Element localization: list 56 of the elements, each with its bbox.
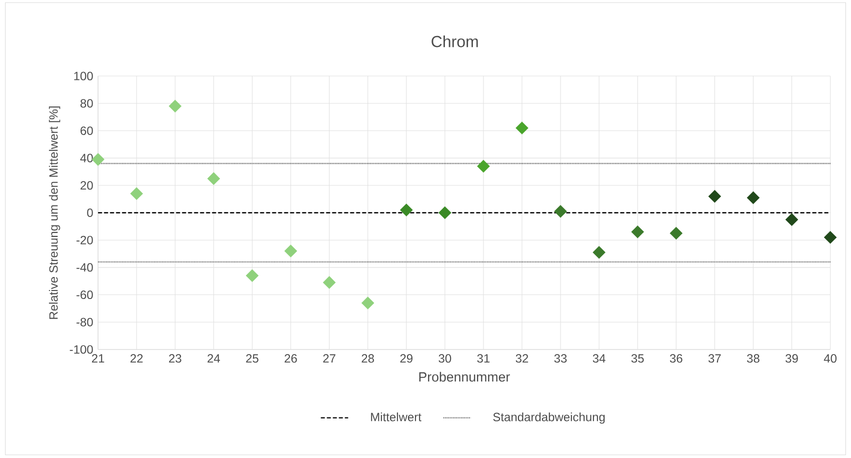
x-tick-label: 32 [516, 354, 528, 363]
point [246, 270, 259, 282]
y-tick-label: 80 [80, 99, 93, 108]
x-tick-label: 25 [246, 354, 258, 363]
x-tick-label: 29 [400, 354, 412, 363]
x-tick-label: 37 [708, 354, 721, 363]
y-tick-label: 0 [87, 208, 93, 218]
y-tick-label: 100 [74, 72, 93, 81]
x-tick-label: 28 [362, 354, 374, 363]
y-tick-label: -100 [70, 345, 93, 354]
point [284, 244, 298, 258]
x-tick-label: 40 [824, 354, 837, 363]
x-tick-label: 30 [438, 354, 452, 363]
point [322, 276, 336, 290]
y-tick-label: 20 [80, 181, 93, 190]
point [130, 188, 143, 200]
y-tick-label: 60 [80, 126, 93, 136]
x-tick-label: 26 [284, 354, 297, 363]
legend-label: Standardabweichung [493, 412, 605, 424]
point [592, 246, 606, 259]
y-tick-label: 40 [80, 154, 93, 163]
x-tick-label: 39 [786, 354, 798, 363]
x-tick-label: 21 [92, 354, 104, 363]
y-tick-label: -40 [76, 263, 93, 272]
x-axis-title: Probennummer [419, 372, 510, 382]
point [785, 214, 798, 226]
x-tick-label: 33 [554, 354, 567, 363]
x-tick-label: 23 [169, 354, 182, 363]
y-tick-label: -20 [76, 236, 93, 245]
y-tick-label: -60 [76, 290, 93, 300]
point [207, 172, 220, 186]
x-tick-label: 34 [592, 354, 606, 363]
point [362, 296, 374, 310]
point [400, 204, 413, 217]
point [168, 100, 182, 113]
x-tick-label: 36 [670, 354, 682, 363]
point [631, 226, 644, 238]
x-tick-label: 24 [208, 354, 220, 363]
legend-label: Mittelwert [371, 412, 422, 422]
point [746, 192, 760, 204]
point [516, 122, 528, 135]
x-tick-label: 31 [477, 354, 490, 363]
x-tick-label: 22 [130, 354, 143, 363]
y-tick-label: -80 [76, 318, 93, 327]
point [554, 205, 567, 218]
point [670, 227, 682, 240]
point [708, 190, 722, 203]
x-tick-label: 35 [631, 354, 644, 363]
x-tick-label: 27 [323, 354, 336, 363]
point [477, 160, 490, 173]
point [438, 206, 452, 220]
point [824, 231, 837, 244]
x-tick-label: 38 [747, 354, 760, 363]
point [92, 153, 104, 166]
y-axis-title: Relative Streuung um den Mittelwert [%] [48, 106, 60, 320]
chart-title: Chrom [432, 36, 478, 48]
